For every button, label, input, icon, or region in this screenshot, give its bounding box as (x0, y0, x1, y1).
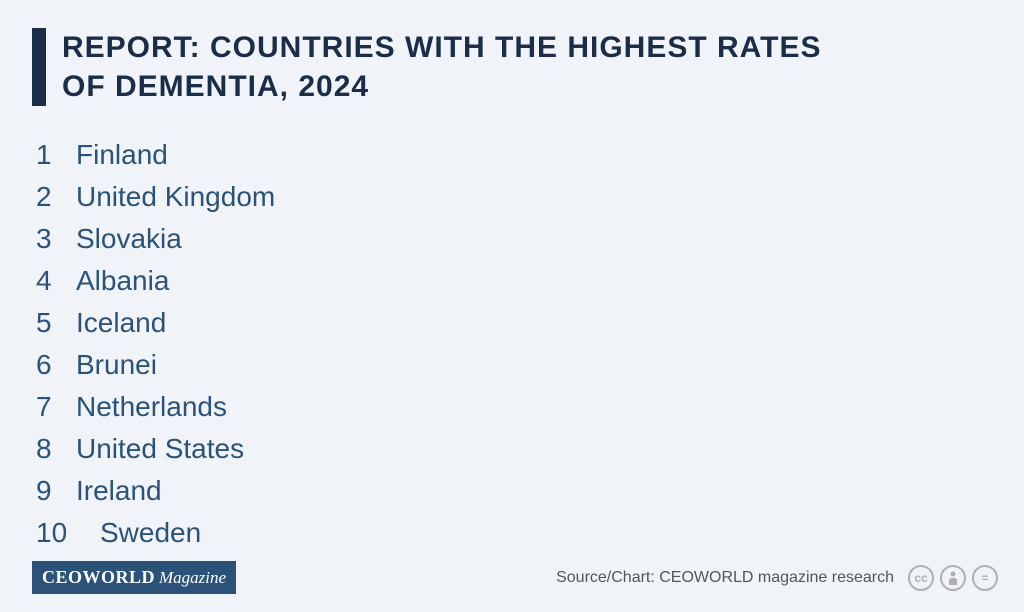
license-icons: cc = (908, 565, 998, 591)
footer: CEOWORLD Magazine Source/Chart: CEOWORLD… (32, 561, 998, 594)
country-name: Brunei (76, 344, 157, 386)
title-accent-bar (32, 28, 46, 106)
country-name: Albania (76, 260, 169, 302)
list-item: 1 Finland (36, 134, 992, 176)
list-item: 9 Ireland (36, 470, 992, 512)
rank-number: 5 (36, 302, 68, 344)
rank-number: 3 (36, 218, 68, 260)
country-name: Finland (76, 134, 168, 176)
logo-badge: CEOWORLD Magazine (32, 561, 236, 594)
cc-icon: cc (908, 565, 934, 591)
logo-brand-text: CEOWORLD (42, 567, 155, 588)
country-name: Slovakia (76, 218, 182, 260)
list-item: 8 United States (36, 428, 992, 470)
rank-number: 6 (36, 344, 68, 386)
rank-number: 8 (36, 428, 68, 470)
country-name: Ireland (76, 470, 162, 512)
rank-number: 1 (36, 134, 68, 176)
country-name: United Kingdom (76, 176, 275, 218)
list-item: 5 Iceland (36, 302, 992, 344)
country-name: Netherlands (76, 386, 227, 428)
rank-number: 4 (36, 260, 68, 302)
rank-number: 2 (36, 176, 68, 218)
rank-number: 7 (36, 386, 68, 428)
rank-number: 9 (36, 470, 68, 512)
page-title: REPORT: COUNTRIES WITH THE HIGHEST RATES… (62, 28, 842, 106)
rank-number: 10 (36, 512, 92, 554)
eq-label: = (981, 571, 988, 585)
country-name: United States (76, 428, 244, 470)
title-container: REPORT: COUNTRIES WITH THE HIGHEST RATES… (32, 28, 992, 106)
list-item: 6 Brunei (36, 344, 992, 386)
source-attribution: Source/Chart: CEOWORLD magazine research (556, 569, 894, 587)
footer-right: Source/Chart: CEOWORLD magazine research… (556, 565, 998, 591)
attribution-icon (940, 565, 966, 591)
cc-label: cc (914, 571, 927, 585)
country-name: Sweden (100, 512, 201, 554)
list-item: 7 Netherlands (36, 386, 992, 428)
no-derivatives-icon: = (972, 565, 998, 591)
list-item: 10 Sweden (36, 512, 992, 554)
list-item: 3 Slovakia (36, 218, 992, 260)
list-item: 4 Albania (36, 260, 992, 302)
logo-suffix-text: Magazine (159, 568, 226, 588)
rankings-list: 1 Finland 2 United Kingdom 3 Slovakia 4 … (32, 134, 992, 554)
list-item: 2 United Kingdom (36, 176, 992, 218)
country-name: Iceland (76, 302, 166, 344)
